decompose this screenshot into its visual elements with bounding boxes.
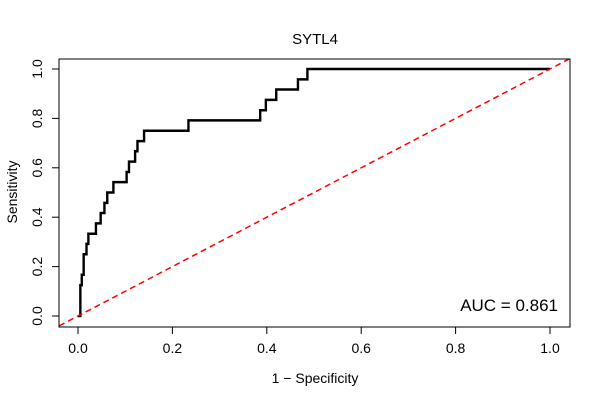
y-tick-label: 1.0 xyxy=(29,59,45,79)
y-tick-label: 0.2 xyxy=(29,257,45,277)
auc-annotation: AUC = 0.861 xyxy=(460,296,558,315)
x-tick-label: 1.0 xyxy=(540,340,560,356)
y-axis-title: Sensitivity xyxy=(4,160,20,223)
y-tick-label: 0.0 xyxy=(29,306,45,326)
y-tick-label: 0.4 xyxy=(29,207,45,227)
x-tick-label: 0.0 xyxy=(68,340,88,356)
plot-frame xyxy=(58,58,571,328)
roc-curve-line xyxy=(78,67,550,318)
x-axis-title: 1 − Specificity xyxy=(272,370,359,386)
x-tick-label: 0.6 xyxy=(351,340,371,356)
y-tick-label: 0.6 xyxy=(29,158,45,178)
y-tick-label: 0.8 xyxy=(29,108,45,128)
reference-diagonal-line xyxy=(59,59,570,327)
plot-layer: 0.0 0.2 0.4 0.6 0.8 1.0 0.0 0.2 0.4 0.6 0.8 1.0 xyxy=(29,58,571,356)
x-tick-label: 0.4 xyxy=(257,340,277,356)
x-tick-label: 0.2 xyxy=(163,340,183,356)
x-tick-label: 0.8 xyxy=(446,340,466,356)
chart-title: SYTL4 xyxy=(292,31,338,48)
